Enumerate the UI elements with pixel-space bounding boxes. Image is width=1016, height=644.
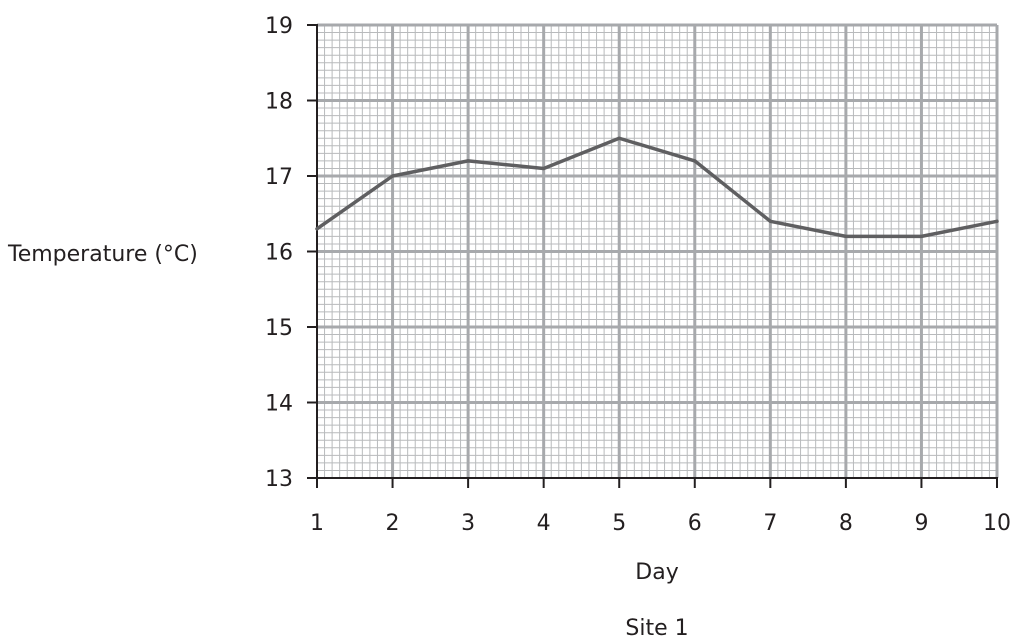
series-group: [315, 136, 999, 239]
x-tick-label: 2: [386, 511, 400, 536]
tick-marks: [307, 24, 998, 488]
x-tick-label: 7: [763, 511, 777, 536]
y-axis-label: Temperature (°C): [7, 242, 198, 267]
x-tick-label: 10: [983, 511, 1011, 536]
x-tick-label: 6: [688, 511, 702, 536]
series-line: [315, 136, 999, 239]
y-tick-labels: 13 14 15 16 17 18 19: [265, 14, 293, 492]
x-axis-label: Day: [635, 560, 678, 585]
chart-title: Site 1: [625, 616, 688, 641]
x-tick-label: 1: [310, 511, 324, 536]
y-tick-label: 17: [265, 165, 293, 190]
x-tick-label: 8: [839, 511, 853, 536]
x-tick-label: 9: [914, 511, 928, 536]
x-tick-label: 4: [537, 511, 551, 536]
y-tick-label: 15: [265, 316, 293, 341]
y-tick-label: 18: [265, 90, 293, 115]
y-tick-label: 13: [265, 467, 293, 492]
y-tick-label: 19: [265, 14, 293, 39]
x-tick-label: 5: [612, 511, 626, 536]
x-tick-labels: 1 2 3 4 5 6 7 8 9 10: [310, 511, 1011, 536]
x-tick-label: 3: [461, 511, 475, 536]
y-tick-label: 14: [265, 392, 293, 417]
major-grid: [317, 23, 999, 478]
y-tick-label: 16: [265, 241, 293, 266]
